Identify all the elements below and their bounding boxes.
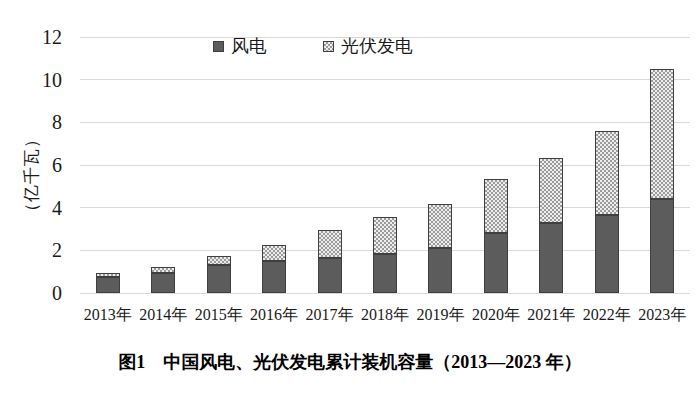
y-tick-label-6: 6: [16, 155, 62, 175]
y-tick-label-0: 0: [16, 283, 62, 303]
y-tick-label-2: 2: [16, 240, 62, 260]
bar-segment-wind-2021年: [539, 223, 563, 293]
bar-segment-wind-2015年: [207, 265, 231, 293]
gridline-y-8: [80, 122, 690, 123]
bar-segment-wind-2014年: [151, 273, 175, 293]
y-tick-label-4: 4: [16, 198, 62, 218]
bar-segment-solar-2021年: [539, 158, 563, 223]
legend-label-wind: 风电: [231, 37, 267, 55]
bar-segment-solar-2020年: [484, 179, 508, 233]
bar-segment-solar-2018年: [373, 217, 397, 254]
bar-segment-wind-2016年: [262, 261, 286, 293]
bar-segment-wind-2023年: [650, 199, 674, 293]
bar-segment-solar-2023年: [650, 69, 674, 199]
gridline-y-10: [80, 79, 690, 80]
bar-segment-wind-2020年: [484, 233, 508, 293]
bar-segment-wind-2018年: [373, 254, 397, 293]
legend-item-wind: 风电: [213, 37, 267, 55]
y-tick-label-10: 10: [16, 70, 62, 90]
wind-swatch-icon: [213, 41, 224, 52]
figure-caption: 图1 中国风电、光伏发电累计装机容量（2013—2023 年）: [0, 350, 700, 374]
figure: （亿千瓦） 0246810122013年2014年2015年2016年2017年…: [0, 0, 700, 400]
bar-segment-solar-2022年: [595, 131, 619, 215]
bar-segment-solar-2017年: [318, 230, 342, 258]
bar-segment-solar-2015年: [207, 256, 231, 265]
x-tick-label-2023年: 2023年: [622, 306, 700, 324]
solar-swatch-icon: [323, 41, 334, 52]
bar-segment-solar-2019年: [428, 204, 452, 248]
legend: 风电 光伏发电: [213, 37, 413, 55]
bar-segment-solar-2016年: [262, 245, 286, 261]
legend-item-solar: 光伏发电: [323, 37, 413, 55]
bar-segment-wind-2017年: [318, 258, 342, 293]
y-tick-label-12: 12: [16, 27, 62, 47]
bar-segment-wind-2013年: [96, 277, 120, 293]
bar-segment-wind-2022年: [595, 215, 619, 293]
bar-segment-wind-2019年: [428, 248, 452, 293]
bar-segment-solar-2014年: [151, 267, 175, 273]
y-tick-label-8: 8: [16, 112, 62, 132]
legend-label-solar: 光伏发电: [341, 37, 413, 55]
bar-segment-solar-2013年: [96, 273, 120, 277]
